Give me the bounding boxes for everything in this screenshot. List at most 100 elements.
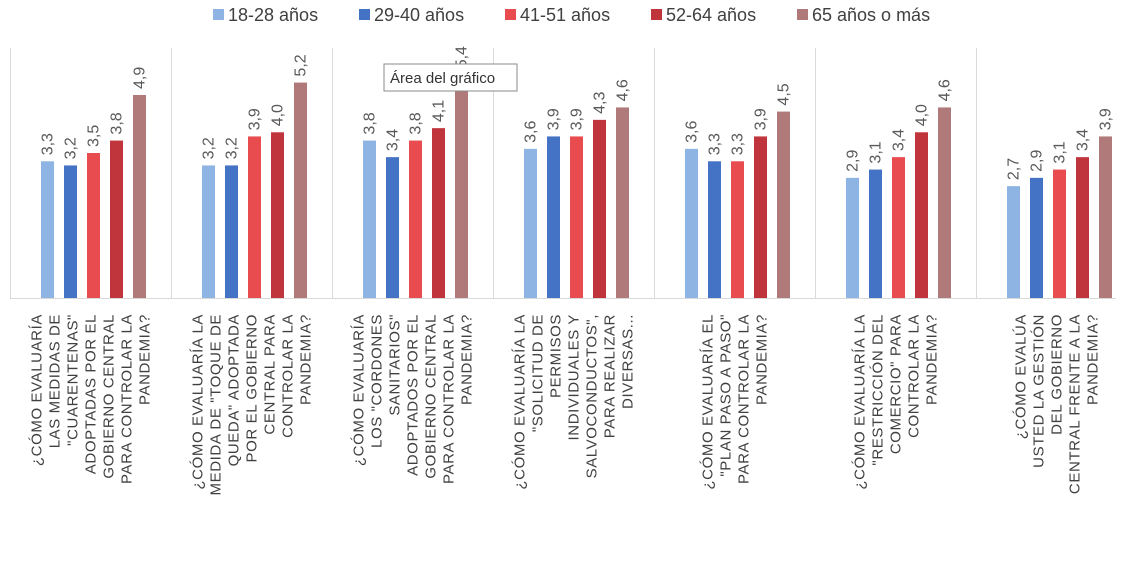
category-label-line: ADOPTADAS POR EL — [83, 314, 100, 474]
data-label: 3,1 — [1052, 141, 1069, 163]
bar — [892, 157, 905, 298]
bar — [248, 136, 261, 298]
bar — [363, 140, 376, 298]
category-label-line: LOS "CORDONES — [369, 314, 386, 448]
category-label-line: ADOPTADOS POR EL — [405, 314, 422, 476]
bar — [41, 161, 54, 298]
data-label: 3,2 — [201, 137, 218, 159]
bar — [432, 128, 445, 298]
bar — [87, 153, 100, 298]
category-label-line: USTED LA GESTIÓN — [1031, 314, 1048, 468]
data-label: 4,9 — [132, 67, 149, 89]
data-label: 3,6 — [523, 121, 540, 143]
category-label-line: "CUARENTENAS" — [65, 314, 82, 446]
bar — [1007, 186, 1020, 298]
category-label-line: ¿CÓMO EVALUARÍA LA — [852, 314, 869, 490]
category-label-line: CENTRAL FRENTE A LA — [1067, 314, 1084, 494]
category-label-line: PANDEMIA? — [137, 314, 154, 405]
bar — [133, 95, 146, 298]
category-label-line: MEDIDA DE "TOQUE DE — [208, 314, 225, 495]
data-label: 3,3 — [730, 133, 747, 155]
category-label-line: SANITARIOS" — [387, 314, 404, 416]
bar — [455, 74, 468, 299]
category-label-line: PARA CONTROLAR LA — [119, 314, 136, 484]
category-label-line: DIVERSAS... — [620, 314, 637, 409]
bar — [616, 107, 629, 298]
bar — [1076, 157, 1089, 298]
legend-swatch — [505, 9, 516, 20]
data-label: 3,5 — [86, 125, 103, 147]
category-label-line: CONTROLAR LA — [280, 314, 297, 438]
data-label: 2,7 — [1006, 158, 1023, 180]
chart-area-tooltip: Área del gráfico — [383, 63, 518, 92]
category-label-line: ¿CÓMO EVALÚA — [1013, 314, 1030, 439]
data-label: 3,9 — [247, 108, 264, 130]
bar — [202, 165, 215, 298]
data-label: 4,0 — [270, 104, 287, 126]
data-label: 4,5 — [776, 83, 793, 105]
legend-swatch — [359, 9, 370, 20]
legend-label: 52-64 años — [666, 5, 756, 25]
legend-label: 65 años o más — [812, 5, 930, 25]
bar — [777, 111, 790, 298]
category-label-line: "SOLICITUD DE — [530, 314, 547, 432]
bar — [708, 161, 721, 298]
bar — [294, 82, 307, 298]
category-label-line: ¿CÓMO EVALUARÍA EL — [700, 314, 717, 490]
data-label: 3,3 — [707, 133, 724, 155]
category-label-line: SALVOCONDUCTOS", — [584, 314, 601, 478]
data-label: 4,0 — [914, 104, 931, 126]
data-label: 3,9 — [753, 108, 770, 130]
data-label: 3,8 — [362, 112, 379, 134]
data-label: 4,6 — [615, 79, 632, 101]
legend: 18-28 años 29-40 años 41-51 años 52-64 años… — [213, 5, 930, 25]
bar — [409, 140, 422, 298]
category-label-line: DEL GOBIERNO — [1049, 314, 1066, 435]
category-label-line: CENTRAL PARA — [262, 314, 279, 435]
tooltip-text: Área del gráfico — [390, 70, 495, 87]
data-label: 5,4 — [454, 46, 471, 68]
data-label: 4,6 — [937, 79, 954, 101]
data-label: 3,2 — [224, 137, 241, 159]
data-label: 3,8 — [408, 112, 425, 134]
value-labels: 3,3 3,2 3,5 3,8 4,9 3,2 3,2 3,9 4,0 5,2 3,8 3,4 3,8 4… — [40, 46, 1115, 180]
data-label: 2,9 — [845, 150, 862, 172]
category-label-line: ¿CÓMO EVALUARÍA LA — [512, 314, 529, 490]
data-label: 3,6 — [684, 121, 701, 143]
category-label-line: PANDEMIA? — [924, 314, 941, 405]
data-label: 3,4 — [891, 129, 908, 151]
bar — [685, 148, 698, 298]
tooltip-box — [383, 63, 518, 92]
bar — [1099, 136, 1112, 298]
data-label: 3,4 — [385, 129, 402, 151]
category-labels: ¿CÓMO EVALUARÍA LAS MEDIDAS DE "CUARENTENA… — [29, 314, 1102, 495]
bar — [225, 165, 238, 298]
bar — [846, 177, 859, 298]
bar — [731, 161, 744, 298]
data-label: 3,1 — [868, 141, 885, 163]
data-label: 3,3 — [40, 133, 57, 155]
bar — [570, 136, 583, 298]
category-label-line: PARA CONTROLAR LA — [736, 314, 753, 484]
data-label: 4,3 — [592, 92, 609, 114]
legend-swatch — [651, 9, 662, 20]
bar — [754, 136, 767, 298]
data-label: 3,4 — [1075, 129, 1092, 151]
category-label-line: ¿CÓMO EVALUARÍA — [29, 314, 46, 466]
bar — [64, 165, 77, 298]
data-label: 2,9 — [1029, 150, 1046, 172]
category-label-line: ¿CÓMO EVALUARÍA LA — [190, 314, 207, 490]
category-label-line: POR EL GOBIERNO — [244, 314, 261, 462]
legend-label: 29-40 años — [374, 5, 464, 25]
bar — [915, 132, 928, 298]
bar — [869, 169, 882, 298]
data-label: 3,9 — [1098, 108, 1115, 130]
bar — [547, 136, 560, 298]
bar — [938, 107, 951, 298]
category-label-line: PANDEMIA? — [754, 314, 771, 405]
category-label-line: GOBIERNO CENTRAL — [101, 314, 118, 479]
category-label-line: PERMISOS — [548, 314, 565, 398]
data-label: 5,2 — [293, 54, 310, 76]
bars — [41, 74, 1112, 299]
